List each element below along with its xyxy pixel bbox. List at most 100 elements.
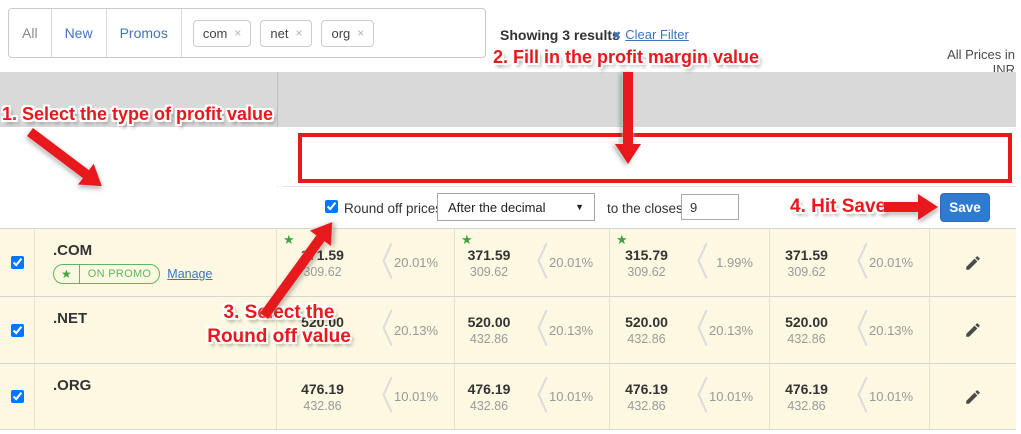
promo-star-icon: ★ — [54, 265, 80, 283]
chip-org[interactable]: org × — [321, 19, 375, 47]
round-off-label: Round off prices — [344, 201, 443, 216]
margin-pct: 20.01% — [549, 255, 594, 270]
tab-promos[interactable]: Promos — [107, 9, 182, 57]
chip-net-close-icon[interactable]: × — [295, 26, 303, 40]
results-count: Showing 3 results — [500, 27, 620, 43]
margin-pct: 10.01% — [394, 389, 439, 404]
old-price: 309.62 — [303, 264, 342, 279]
cell-separator-icon: 〈 — [840, 307, 869, 351]
price-cell: 476.19 432.86 〈 10.01% — [455, 364, 610, 429]
save-button[interactable]: Save — [940, 193, 990, 222]
old-price: 309.62 — [469, 264, 509, 279]
new-price: 520.00 — [785, 314, 828, 330]
manage-link[interactable]: Manage — [167, 267, 213, 281]
edit-pencil-icon[interactable] — [964, 388, 982, 406]
new-price: 520.00 — [467, 314, 511, 330]
margin-pct: 20.01% — [869, 255, 914, 270]
old-price: 432.86 — [303, 398, 342, 413]
annotation-step1: 1. Select the type of profit value — [2, 104, 274, 124]
table-row: .NET 520.00 432.86 〈 20.13% 520.00 432.8… — [0, 296, 1016, 363]
price-cell: 520.00 432.86 〈 20.13% — [770, 297, 930, 363]
chip-com-label: com — [202, 25, 228, 41]
table-row: .ORG 476.19 432.86 〈 10.01% 476.19 432.8… — [0, 363, 1016, 429]
cell-separator-icon: 〈 — [365, 374, 394, 418]
annotation-step3-line2: Round off value — [207, 326, 351, 347]
price-cell: 476.19 432.86 〈 10.01% — [277, 364, 455, 429]
tld-rows: .COM ★ ON PROMO Manage ★ 371.59 309.62 〈 … — [0, 228, 1016, 430]
annotation-step3: 3. Select the Round off value — [193, 301, 365, 349]
profit-type-panel: Set profit in % INR 〉 — [0, 127, 299, 323]
row-checkbox-cell — [0, 229, 35, 296]
chevron-down-icon: ▼ — [575, 202, 584, 212]
cell-separator-icon: 〈 — [520, 240, 549, 284]
edit-cell — [930, 297, 1016, 363]
row-divider — [283, 186, 1016, 187]
new-price: 371.59 — [467, 246, 511, 263]
row-checkbox-cell — [0, 297, 35, 363]
tld-cell: .ORG — [35, 364, 277, 429]
cell-separator-icon: 〈 — [680, 307, 709, 351]
promo-star-icon: ★ — [283, 232, 295, 247]
price-cell: ★ 315.79 309.62 〈 1.99% — [610, 229, 770, 296]
cell-separator-icon: 〈 — [840, 374, 869, 418]
chip-org-close-icon[interactable]: × — [357, 26, 365, 40]
new-price: 315.79 — [625, 246, 668, 263]
edit-pencil-icon[interactable] — [964, 254, 982, 272]
cell-separator-icon: 〈 — [365, 240, 394, 284]
margin-pct: 20.13% — [869, 322, 914, 338]
promo-star-icon: ★ — [616, 232, 628, 247]
old-price: 432.86 — [469, 332, 509, 346]
row-checkbox[interactable] — [10, 323, 24, 337]
tld-cell: .COM ★ ON PROMO Manage — [35, 229, 277, 296]
closest-value-input[interactable] — [681, 194, 739, 220]
row-checkbox[interactable] — [10, 256, 24, 269]
round-off-checkbox[interactable] — [325, 200, 338, 213]
margin-pct: 20.13% — [394, 322, 439, 338]
margin-pct: 20.13% — [549, 322, 594, 338]
cell-separator-icon: 〈 — [365, 307, 394, 351]
cell-separator-icon: 〈 — [680, 374, 709, 418]
table-row: .COM ★ ON PROMO Manage ★ 371.59 309.62 〈 … — [0, 228, 1016, 296]
promo-star-icon: ★ — [461, 232, 473, 247]
price-cell: 520.00 432.86 〈 20.13% — [610, 297, 770, 363]
cell-separator-icon: 〈 — [680, 240, 709, 284]
tab-new[interactable]: New — [52, 9, 107, 57]
new-price: 520.00 — [625, 314, 668, 330]
row-checkbox[interactable] — [10, 390, 24, 403]
to-the-closest-label: to the closest — [607, 201, 687, 216]
tab-all[interactable]: All — [9, 9, 52, 57]
price-cell: 476.19 432.86 〈 10.01% — [770, 364, 930, 429]
tld-cell: .NET — [35, 297, 277, 363]
new-price: 476.19 — [625, 380, 668, 397]
chip-net-label: net — [270, 25, 289, 41]
chip-com[interactable]: com × — [192, 19, 252, 47]
clear-filter-link[interactable]: ✖ Clear Filter — [612, 27, 689, 42]
cell-separator-icon: 〈 — [840, 240, 869, 284]
chip-org-label: org — [331, 25, 351, 41]
new-price: 476.19 — [301, 380, 344, 397]
margin-pct: 10.01% — [869, 389, 914, 404]
round-off-mode-select[interactable]: After the decimal ▼ — [437, 193, 595, 221]
on-promo-badge: ★ ON PROMO — [53, 264, 161, 284]
chip-com-close-icon[interactable]: × — [234, 26, 242, 40]
new-price: 476.19 — [785, 380, 828, 397]
price-cell: ★ 371.59 309.62 〈 20.01% — [455, 229, 610, 296]
promo-badge-wrap: ★ ON PROMO Manage — [53, 264, 276, 284]
margin-pct: 10.01% — [709, 389, 754, 404]
new-price: 371.59 — [301, 246, 344, 263]
margin-pct: 20.13% — [709, 322, 754, 338]
new-price: 476.19 — [467, 380, 511, 397]
old-price: 309.62 — [627, 264, 666, 279]
clear-filter-x-icon: ✖ — [612, 30, 622, 42]
chip-net[interactable]: net × — [260, 19, 313, 47]
annotation-step3-line1: 3. Select the — [223, 302, 335, 323]
filter-bar: All New Promos com × net × org × — [8, 8, 486, 58]
old-price: 309.62 — [787, 264, 826, 279]
margin-pct: 20.01% — [394, 255, 439, 270]
annotation-step2: 2. Fill in the profit margin value — [493, 47, 760, 67]
tld-label: .ORG — [53, 377, 92, 394]
edit-pencil-icon[interactable] — [964, 321, 982, 339]
profit-margin-inputs-row: % % % % — [277, 127, 1016, 298]
old-price: 432.86 — [303, 332, 342, 346]
